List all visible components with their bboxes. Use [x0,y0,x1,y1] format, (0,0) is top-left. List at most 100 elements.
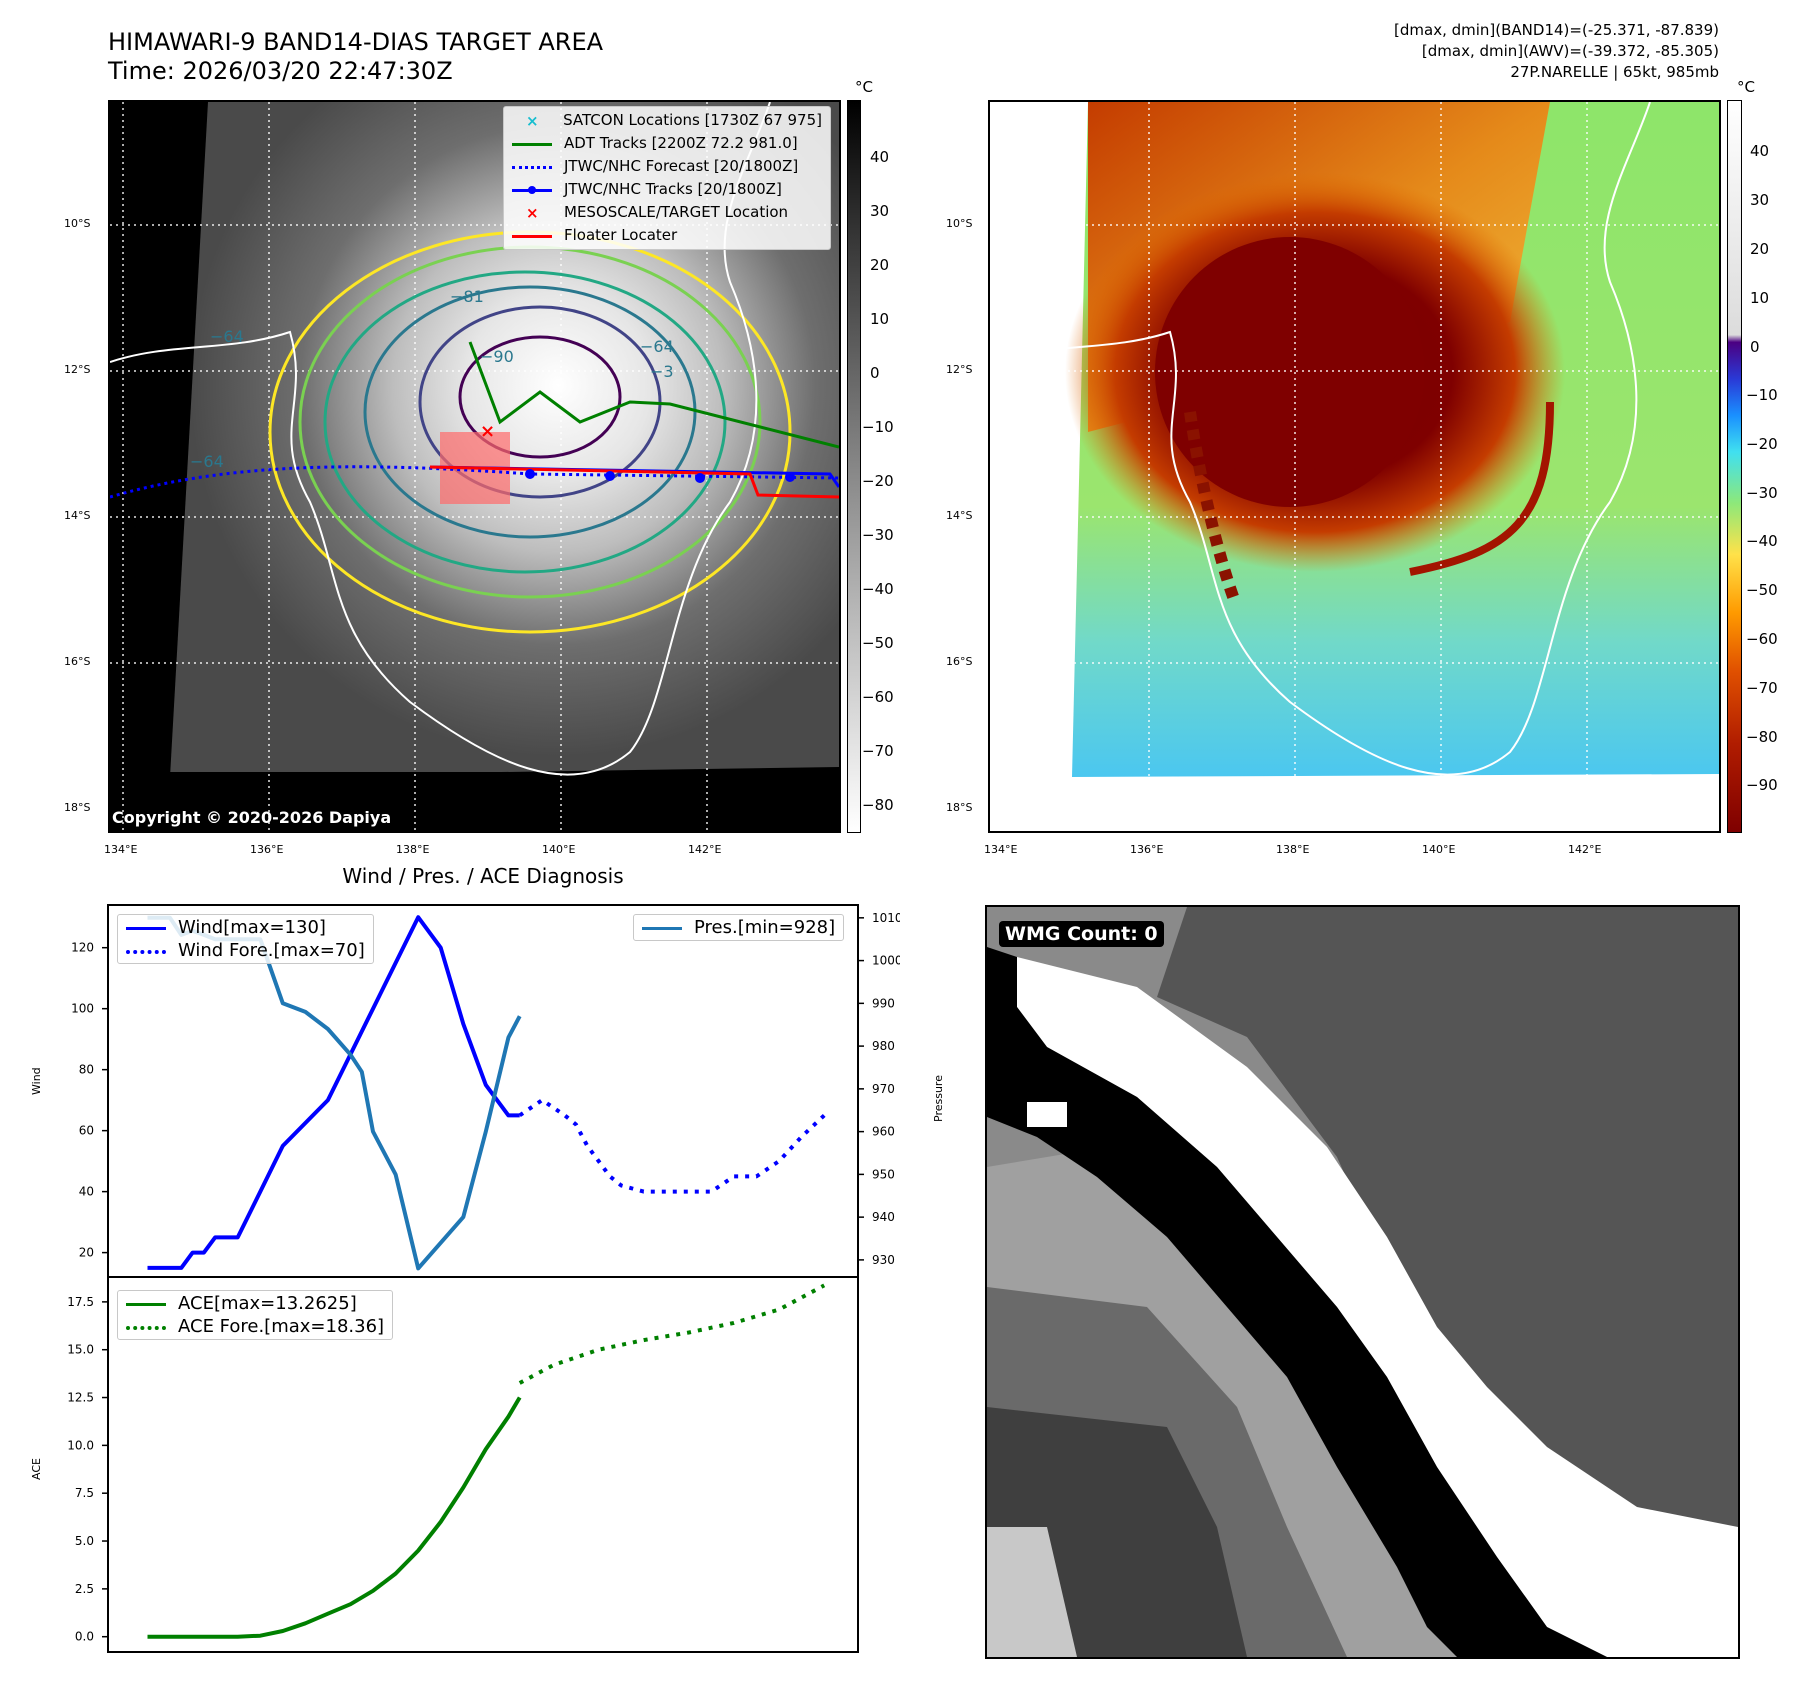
legend-label: SATCON Locations [1730Z 67 975] [563,111,822,129]
legend-label: Floater Locater [564,226,678,244]
cbar-tick: −10 [862,418,894,436]
target-marker-icon: × [526,203,539,222]
cbar-tick: −40 [1746,532,1778,550]
legend-label: ACE Fore.[max=18.36] [178,1316,385,1337]
contour-label: −81 [450,287,484,306]
pressure-line [147,915,522,1271]
cbar-tick: 0 [1750,338,1760,356]
legend-label: Pres.[min=928] [694,917,836,938]
wind-series-group [147,915,826,1271]
ir-colorbar [847,100,861,833]
awv-info-line3: 27P.NARELLE | 65kt, 985mb [1510,63,1719,81]
cbar-tick: −90 [1746,776,1778,794]
ir-title-line1: HIMAWARI-9 BAND14-DIAS TARGET AREA [108,28,604,56]
lat-label: 16°S [64,655,91,668]
tick-label: 12.5 [67,1391,94,1405]
cbar-tick: 20 [870,256,890,274]
tick-label: 120 [71,941,94,955]
diag-title: Wind / Pres. / ACE Diagnosis [342,864,624,888]
cbar-tick: −70 [1746,679,1778,697]
cbar-tick: 30 [870,202,890,220]
svg-text:×: × [480,421,495,442]
cbar-tick: −20 [862,472,894,490]
legend-label: Wind[max=130] [178,917,326,938]
pres-ylabel: Pressure [932,1075,945,1122]
cbar-tick: −70 [862,742,894,760]
ace-legend: ACE[max=13.2625] ACE Fore.[max=18.36] [117,1290,394,1340]
ir-title-line2: Time: 2026/03/20 22:47:30Z [108,57,453,85]
cbar-tick: −50 [862,634,894,652]
ace-yticks: 0.0 2.5 5.0 7.5 10.0 12.5 15.0 17.5 [67,1295,108,1644]
tick-label: 980 [872,1039,895,1053]
legend-label: ADT Tracks [2200Z 72.2 981.0] [564,134,798,152]
cbar-tick: 10 [1750,289,1770,307]
cbar-tick: −30 [862,526,894,544]
cbar-tick: −20 [1746,435,1778,453]
track-line-icon [512,183,552,197]
legend-label: JTWC/NHC Tracks [20/1800Z] [564,180,782,198]
tick-label: 950 [872,1167,895,1181]
wmg-pattern-svg [987,907,1738,1657]
ace-line [147,1396,522,1639]
awv-imagery-svg [990,102,1719,831]
cbar-tick: 30 [1750,191,1770,209]
awv-colorbar-unit: °C [1737,78,1755,96]
tick-label: 960 [872,1125,895,1139]
tick-label: 2.5 [75,1582,94,1596]
cbar-tick: −60 [1746,630,1778,648]
wind-line-icon [126,921,166,935]
cbar-tick: 0 [870,364,880,382]
cbar-tick: 10 [870,310,890,328]
lon-label: 138°E [396,843,430,856]
cbar-tick: 20 [1750,240,1770,258]
lat-label: 18°S [64,801,91,814]
ir-legend: × SATCON Locations [1730Z 67 975] ADT Tra… [503,106,831,250]
lat-label: 12°S [946,363,973,376]
cbar-tick: 40 [1750,142,1770,160]
tick-label: 930 [872,1253,895,1267]
floater-line-icon [512,229,552,243]
cbar-tick: −80 [1746,728,1778,746]
lon-label: 142°E [688,843,722,856]
lon-label: 136°E [1130,843,1164,856]
tick-label: 40 [79,1185,94,1199]
cbar-tick: −30 [1746,484,1778,502]
wmg-map: WMG Count: 0 [985,905,1740,1659]
wind-yticks: 20 40 60 80 100 120 [71,941,108,1260]
ace-series-group [147,1283,826,1639]
lat-label: 12°S [64,363,91,376]
copyright-text: Copyright © 2020-2026 Dapiya [112,808,392,827]
tick-label: 1000 [872,954,900,968]
lon-label: 134°E [984,843,1018,856]
contour-label: −64 [190,452,224,471]
wind-forecast-line [518,1098,826,1194]
pres-line-icon [642,921,682,935]
lat-label: 16°S [946,655,973,668]
lat-label: 18°S [946,801,973,814]
lat-label: 10°S [64,217,91,230]
tick-label: 80 [79,1063,94,1077]
tick-label: 10.0 [67,1438,94,1452]
contour-label: −90 [480,347,514,366]
cbar-tick: 40 [870,148,890,166]
lon-label: 136°E [250,843,284,856]
lon-label: 138°E [1276,843,1310,856]
legend-label: JTWC/NHC Forecast [20/1800Z] [564,157,799,175]
lon-label: 142°E [1568,843,1602,856]
cbar-tick: −10 [1746,386,1778,404]
satcon-marker-icon: × [526,111,539,130]
forecast-line-icon [512,160,552,174]
legend-label: ACE[max=13.2625] [178,1293,357,1314]
awv-colorbar [1727,100,1742,833]
lat-label: 14°S [64,509,91,522]
pres-legend: Pres.[min=928] [633,914,845,941]
contour-label: −3 [650,362,674,381]
legend-label: MESOSCALE/TARGET Location [564,203,789,221]
lon-label: 140°E [542,843,576,856]
lat-label: 10°S [946,217,973,230]
awv-info-line1: [dmax, dmin](BAND14)=(-25.371, -87.839) [1394,21,1719,39]
legend-label: Wind Fore.[max=70] [178,940,365,961]
lon-label: 140°E [1422,843,1456,856]
awv-info-line2: [dmax, dmin](AWV)=(-39.372, -85.305) [1421,42,1719,60]
awv-image-map [988,100,1721,833]
